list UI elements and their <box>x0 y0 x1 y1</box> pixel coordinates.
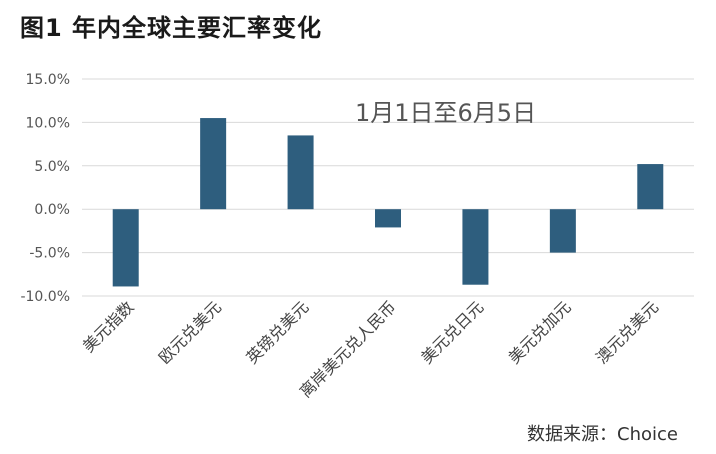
bars <box>112 118 664 287</box>
bar <box>462 209 489 285</box>
bar <box>287 135 314 210</box>
x-category-label: 美元兑加元 <box>505 297 575 367</box>
x-category-label: 美元指数 <box>79 297 138 356</box>
date-range-annotation: 1月1日至6月5日 <box>355 99 536 127</box>
y-tick-label: 15.0% <box>26 72 70 88</box>
x-category-label: 欧元兑美元 <box>155 297 225 367</box>
y-tick-label: 0.0% <box>34 202 70 218</box>
figure-title: 图1 年内全球主要汇率变化 <box>20 14 323 42</box>
data-source: 数据来源：Choice <box>527 424 678 445</box>
bar <box>112 209 139 287</box>
y-tick-label: -5.0% <box>29 246 70 262</box>
x-category-label: 澳元兑美元 <box>592 297 662 367</box>
bar <box>549 209 576 253</box>
y-tick-label: -10.0% <box>20 289 70 305</box>
y-axis-ticks: 15.0% 10.0% 5.0% 0.0% -5.0% -10.0% <box>20 72 70 305</box>
y-tick-label: 10.0% <box>26 115 70 131</box>
x-category-label: 英镑兑美元 <box>242 297 312 367</box>
bar <box>375 209 401 228</box>
x-category-label: 离岸美元兑人民币 <box>296 297 400 401</box>
x-category-label: 美元兑日元 <box>417 297 487 367</box>
bar <box>637 164 664 210</box>
y-tick-label: 5.0% <box>34 159 70 175</box>
bar <box>200 118 227 210</box>
